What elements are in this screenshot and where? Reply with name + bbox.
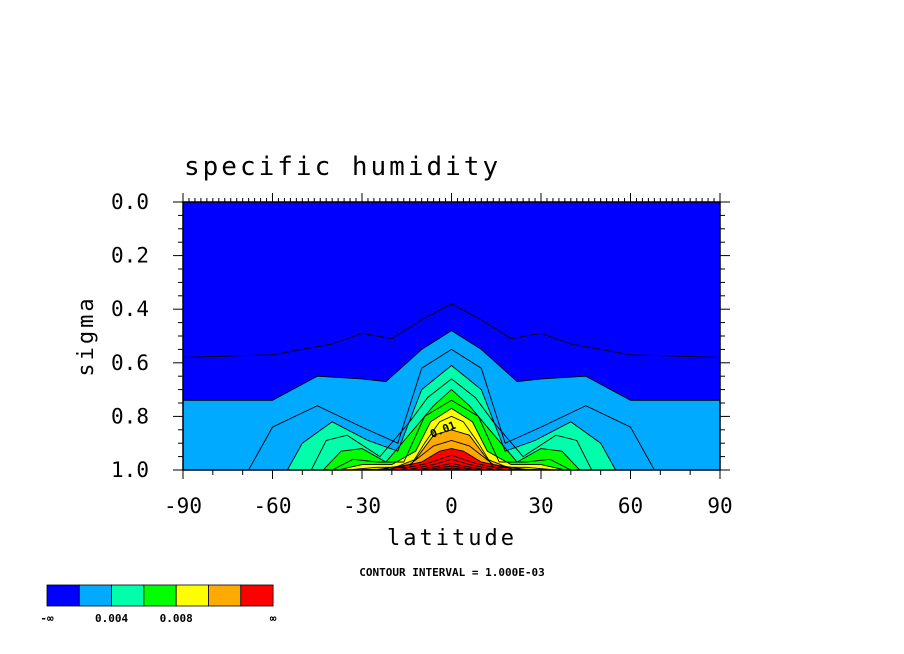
y-tick-label: 1.0 bbox=[111, 458, 149, 482]
colorbar-swatch bbox=[78, 584, 113, 607]
x-tick-label: 0 bbox=[445, 494, 458, 518]
x-tick-label: -60 bbox=[254, 494, 292, 518]
colorbar-swatch bbox=[175, 584, 209, 607]
x-tick-label: -90 bbox=[164, 494, 202, 518]
chart-title: specific humidity bbox=[184, 152, 501, 182]
colorbar-label: 0.004 bbox=[95, 612, 128, 625]
contour-line bbox=[415, 462, 488, 470]
contour-line bbox=[406, 458, 497, 470]
contour-line bbox=[322, 388, 581, 470]
colorbar-swatch bbox=[240, 584, 274, 607]
colorbar-swatch bbox=[208, 584, 242, 607]
contour-interval-text: CONTOUR INTERVAL = 1.000E-03 bbox=[359, 566, 544, 579]
y-tick-label: 0.0 bbox=[111, 190, 149, 214]
contour-line bbox=[331, 399, 572, 470]
x-axis-label: latitude bbox=[387, 526, 517, 551]
x-tick-label: 60 bbox=[618, 494, 643, 518]
colorbar-swatch bbox=[111, 584, 145, 607]
y-tick-label: 0.6 bbox=[111, 351, 149, 375]
y-tick-label: 0.8 bbox=[111, 404, 149, 428]
colorbar-label: -∞ bbox=[40, 612, 54, 625]
contour-line bbox=[287, 364, 616, 470]
colorbar-label: 0.008 bbox=[160, 612, 193, 625]
x-tick-labels: -90 -60 -30 0 30 60 90 bbox=[164, 494, 733, 518]
contour-line bbox=[424, 465, 479, 470]
plot-area: 0.01 bbox=[173, 193, 730, 479]
axis-ticks bbox=[173, 193, 730, 479]
colorbar-swatch bbox=[143, 584, 177, 607]
colorbar-swatch bbox=[46, 584, 80, 607]
contour-lines bbox=[183, 303, 720, 470]
contour-line bbox=[310, 378, 593, 470]
contour-line bbox=[355, 429, 548, 470]
x-tick-label: -30 bbox=[343, 494, 381, 518]
contour-line bbox=[397, 454, 506, 470]
contour-line bbox=[248, 348, 655, 470]
contour-line bbox=[183, 303, 720, 358]
y-tick-labels: 0.0 0.2 0.4 0.6 0.8 1.0 bbox=[111, 190, 149, 482]
x-tick-label: 90 bbox=[707, 494, 732, 518]
contour-line bbox=[338, 407, 565, 470]
contour-line bbox=[183, 330, 720, 401]
y-axis-label: sigma bbox=[74, 295, 99, 376]
colorbar-labels: -∞ 0.004 0.008 ∞ bbox=[40, 612, 276, 625]
contour-line bbox=[385, 448, 518, 470]
colorbar-label: ∞ bbox=[270, 612, 277, 625]
y-tick-label: 0.2 bbox=[111, 244, 149, 268]
x-tick-label: 30 bbox=[528, 494, 553, 518]
y-tick-label: 0.4 bbox=[111, 297, 149, 321]
colorbar bbox=[46, 584, 274, 607]
